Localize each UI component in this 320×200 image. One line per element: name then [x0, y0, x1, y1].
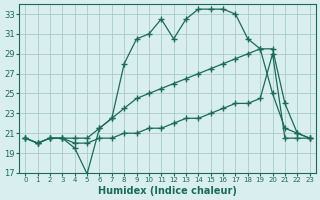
X-axis label: Humidex (Indice chaleur): Humidex (Indice chaleur)	[98, 186, 237, 196]
